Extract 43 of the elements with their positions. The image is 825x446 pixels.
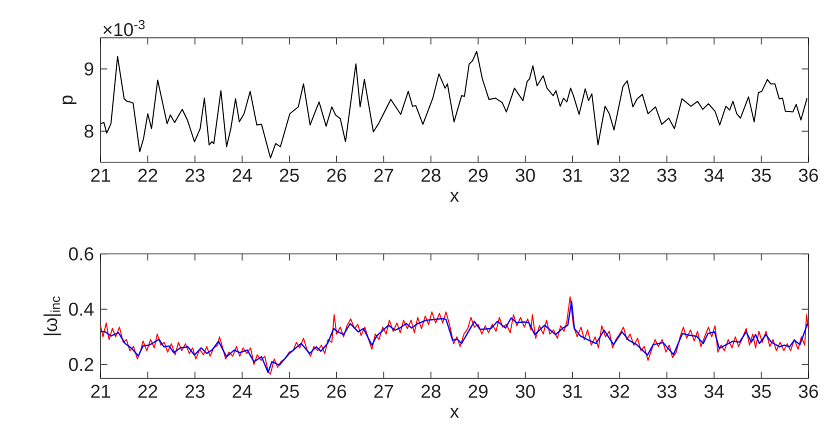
x-tick-label: 23 <box>186 168 204 182</box>
x-tick-label: 36 <box>798 384 818 398</box>
y-tick-label: 9 <box>84 62 94 76</box>
y-axis-title: |ω|$_{inc}$ <box>44 296 61 336</box>
x-tick-label: 29 <box>468 168 488 182</box>
x-tick-label: 28 <box>422 384 440 398</box>
y-axis-title: p <box>62 96 76 104</box>
x-tick-label: 35 <box>752 384 771 398</box>
line-series <box>100 50 808 158</box>
x-tick-label: 21 <box>91 168 110 182</box>
x-tick-label: 24 <box>232 168 252 182</box>
x-tick-label: 28 <box>422 168 440 182</box>
x-tick-label: 24 <box>232 384 252 398</box>
x-tick-label: 23 <box>186 384 204 398</box>
x-tick-label: 35 <box>752 168 771 182</box>
x-axis-title: x <box>450 408 459 418</box>
y-tick-label: 0.4 <box>69 302 94 316</box>
y-tick-label: 0.6 <box>69 247 94 260</box>
x-tick-label: 21 <box>91 384 110 398</box>
x-tick-label: 25 <box>280 384 299 398</box>
y-tick-label: 0.2 <box>69 358 94 372</box>
x-tick-label: 31 <box>562 384 582 398</box>
x-tick-label: 26 <box>327 384 346 398</box>
x-tick-label: 29 <box>468 384 488 398</box>
text: ×10$^{-3}$ <box>103 20 145 36</box>
x-tick-label: 36 <box>798 168 818 182</box>
x-tick-label: 30 <box>516 168 535 182</box>
x-tick-label: 27 <box>374 384 394 398</box>
x-tick-label: 22 <box>138 384 158 398</box>
y-tick-label: 8 <box>84 124 94 138</box>
x-tick-label: 22 <box>138 168 158 182</box>
x-tick-label: 32 <box>610 168 630 182</box>
x-tick-label: 34 <box>704 168 724 182</box>
x-tick-label: 26 <box>327 168 346 182</box>
x-tick-label: 25 <box>280 168 299 182</box>
x-tick-label: 30 <box>516 384 535 398</box>
x-tick-label: 33 <box>657 168 676 182</box>
x-tick-label: 27 <box>374 168 394 182</box>
x-tick-label: 31 <box>562 168 582 182</box>
x-tick-label: 34 <box>704 384 724 398</box>
x-tick-label: 33 <box>657 384 676 398</box>
x-tick-label: 32 <box>610 384 630 398</box>
x-axis-title: x <box>450 192 459 202</box>
